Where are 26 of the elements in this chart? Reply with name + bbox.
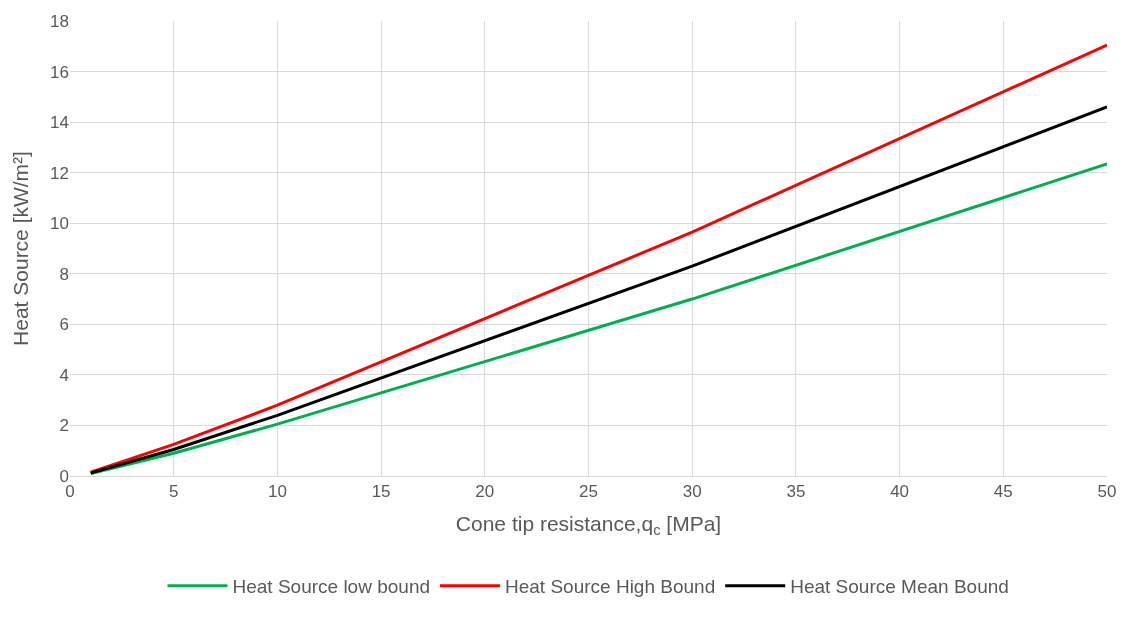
x-axis-title: Cone tip resistance,q$_{c}$ [MPa] xyxy=(455,511,722,539)
y-tick-label: 18 xyxy=(50,11,69,31)
y-tick-label: 12 xyxy=(50,163,69,183)
x-tick-label: 40 xyxy=(890,482,910,502)
x-tick-label: 15 xyxy=(371,482,391,502)
y-axis-title: Heat Source [kW/m²] xyxy=(9,151,33,346)
x-tick-label: 35 xyxy=(786,482,806,502)
x-tick-label: 45 xyxy=(993,482,1013,502)
y-tick-label: 8 xyxy=(59,264,69,284)
x-tick-label: 5 xyxy=(168,482,179,502)
y-tick-label: 4 xyxy=(59,365,69,385)
y-tick-label: 2 xyxy=(59,416,69,436)
legend-label: Heat Source High Bound xyxy=(505,576,716,598)
x-tick-label: 20 xyxy=(475,482,495,502)
x-tick-label: 30 xyxy=(682,482,702,502)
legend-label: Heat Source Mean Bound xyxy=(790,576,1009,598)
x-tick-label: 50 xyxy=(1097,482,1117,502)
legend-label: Heat Source low bound xyxy=(232,576,431,598)
y-tick-label: 0 xyxy=(59,466,69,486)
x-tick-label: 10 xyxy=(267,482,287,502)
y-tick-label: 10 xyxy=(50,214,69,234)
y-tick-label: 16 xyxy=(50,62,69,82)
line-series xyxy=(89,162,1107,475)
x-tick-label: 25 xyxy=(579,482,598,502)
y-tick-label: 14 xyxy=(50,113,69,133)
y-tick-label: 6 xyxy=(59,315,69,335)
